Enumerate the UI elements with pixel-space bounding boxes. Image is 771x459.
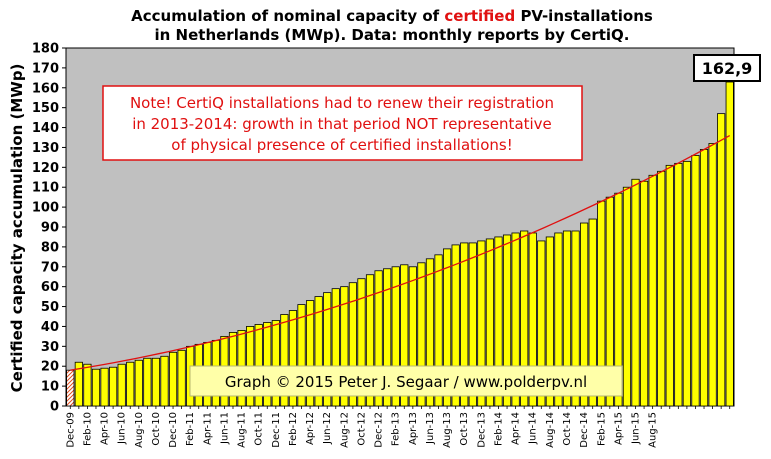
x-tick-label-31: Feb-15 [596, 412, 607, 446]
bar-8 [134, 359, 143, 407]
x-tick-label-13: Feb-12 [288, 412, 299, 446]
x-tick-label-9: Jun-11 [219, 412, 230, 445]
bar-11 [160, 355, 169, 407]
title-prefix: Accumulation of nominal capacity of [131, 7, 444, 25]
bar-6 [117, 363, 126, 407]
trend-line [70, 134, 731, 371]
bar-66 [631, 178, 640, 407]
last-value-callout: 162,9 [693, 54, 761, 82]
annotation-box: Note! CertiQ installations had to renew … [102, 85, 583, 161]
x-tick-label-7: Feb-11 [185, 412, 196, 446]
bar-77 [725, 81, 734, 407]
credit-box: Graph © 2015 Peter J. Segaar / www.polde… [189, 365, 623, 397]
y-tick-label-9: 90 [41, 221, 59, 236]
x-tick-label-34: Aug-15 [648, 412, 659, 448]
chart-title-line1: Accumulation of nominal capacity of cert… [131, 7, 653, 25]
x-tick-label-28: Aug-14 [545, 412, 556, 448]
y-tick-label-10: 100 [32, 201, 59, 216]
x-tick-label-26: Apr-14 [511, 412, 522, 445]
y-tick-label-11: 110 [32, 181, 59, 196]
x-tick-label-17: Oct-12 [356, 412, 367, 446]
y-tick-label-7: 70 [41, 260, 59, 275]
y-tick-label-0: 0 [50, 400, 59, 415]
x-tick-label-12: Dec-11 [271, 412, 282, 448]
bar-72 [682, 160, 691, 407]
y-tick-label-4: 40 [41, 320, 59, 335]
x-tick-label-22: Aug-13 [442, 412, 453, 448]
y-tick-label-2: 20 [41, 360, 59, 375]
x-tick-label-23: Oct-13 [459, 412, 470, 446]
x-tick-label-18: Dec-12 [374, 412, 385, 448]
bar-74 [699, 149, 709, 407]
annotation-line-3: of physical presence of certified instal… [171, 136, 512, 154]
x-tick-label-27: Jun-14 [528, 412, 539, 445]
bar-76 [717, 113, 726, 407]
y-axis-label: Certified capacity accumulation (MWp) [8, 64, 26, 393]
bar-70 [665, 164, 674, 407]
x-tick-label-32: Apr-15 [613, 412, 624, 445]
y-tick-label-8: 80 [41, 240, 59, 255]
bar-12 [168, 351, 178, 407]
x-tick-label-21: Jun-13 [425, 412, 436, 445]
bar-3 [91, 368, 101, 407]
x-tick-label-11: Oct-11 [254, 412, 265, 446]
bar-0 [66, 369, 75, 407]
bar-10 [151, 357, 161, 407]
bar-5 [109, 366, 118, 407]
y-tick-label-13: 130 [32, 141, 59, 156]
x-tick-label-25: Feb-14 [493, 412, 504, 446]
x-axis: Dec-09 Feb-10 Apr-10 Jun-10 Aug-10 Oct-10 Dec-… [65, 406, 731, 448]
x-tick-label-6: Dec-10 [168, 412, 179, 448]
title-highlight: certified [444, 7, 515, 25]
bar-7 [126, 361, 135, 407]
bar-71 [674, 162, 683, 407]
y-tick-label-3: 30 [41, 340, 59, 355]
bar-69 [657, 170, 666, 407]
bar-9 [143, 357, 152, 407]
x-tick-label-1: Feb-10 [82, 412, 93, 446]
bar-68 [648, 174, 657, 407]
bar-13 [177, 349, 186, 407]
bar-73 [691, 154, 700, 407]
y-tick-label-5: 50 [41, 300, 59, 315]
y-tick-label-18: 180 [32, 42, 59, 57]
x-tick-label-24: Dec-13 [476, 412, 487, 448]
chart-title-line2: in Netherlands (MWp). Data: monthly repo… [155, 26, 630, 44]
y-tick-label-16: 160 [32, 81, 59, 96]
bar-4 [100, 367, 109, 407]
y-tick-label-6: 60 [41, 280, 59, 295]
x-tick-label-3: Jun-10 [117, 412, 128, 445]
annotation-line-2: in 2013-2014: growth in that period NOT … [132, 115, 552, 133]
x-tick-label-20: Apr-13 [408, 412, 419, 445]
bar-2 [83, 363, 92, 407]
x-tick-label-8: Apr-11 [202, 412, 213, 445]
y-tick-label-12: 120 [32, 161, 59, 176]
x-tick-label-15: Jun-12 [322, 412, 333, 445]
bar-65 [622, 186, 632, 407]
x-tick-label-10: Aug-11 [237, 412, 248, 448]
x-tick-label-30: Dec-14 [579, 412, 590, 448]
x-tick-label-4: Aug-10 [134, 412, 145, 448]
bar-67 [639, 180, 649, 407]
x-tick-label-0: Dec-09 [65, 412, 76, 448]
y-tick-label-17: 170 [32, 61, 59, 76]
x-tick-label-33: Jun-15 [631, 412, 642, 445]
y-tick-label-15: 150 [32, 101, 59, 116]
y-axis: 0 10 20 30 40 50 60 70 80 90 100 110 120 130 140 150 160… [32, 42, 66, 415]
x-tick-label-2: Apr-10 [100, 412, 111, 445]
title-suffix: PV-installations [515, 7, 653, 25]
x-tick-label-29: Oct-14 [562, 412, 573, 446]
annotation-line-1: Note! CertiQ installations had to renew … [130, 94, 554, 112]
x-tick-label-19: Feb-13 [391, 412, 402, 446]
x-tick-label-16: Aug-12 [339, 412, 350, 448]
credit-text: Graph © 2015 Peter J. Segaar / www.polde… [225, 373, 587, 391]
x-tick-label-5: Oct-10 [151, 412, 162, 446]
y-tick-label-14: 140 [32, 121, 59, 136]
x-tick-label-14: Apr-12 [305, 412, 316, 445]
y-tick-label-1: 10 [41, 380, 59, 395]
bar-75 [708, 143, 717, 407]
last-value-label: 162,9 [702, 59, 753, 78]
